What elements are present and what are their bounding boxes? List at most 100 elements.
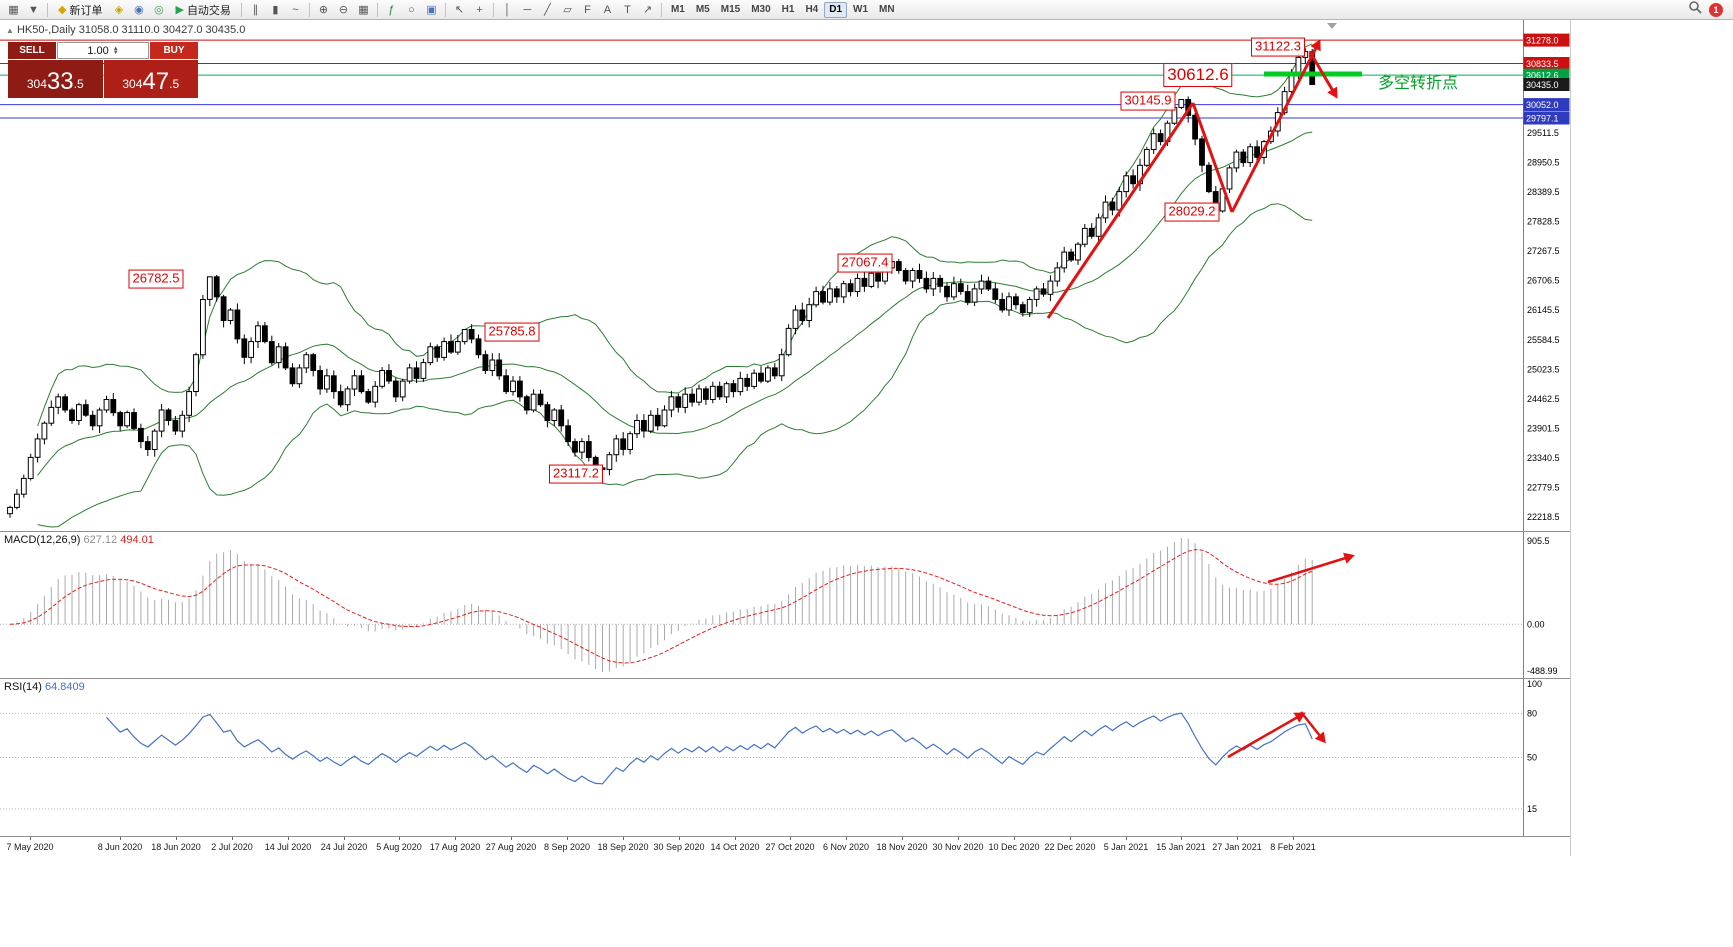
bars-chart-icon[interactable]: ∥ <box>252 4 259 16</box>
date-label: 5 Jan 2021 <box>1103 842 1149 852</box>
templates-icon[interactable]: ▣ <box>426 4 437 16</box>
timeframe-H4[interactable]: H4 <box>805 4 819 15</box>
price-annotation[interactable]: 26782.5 <box>128 269 184 289</box>
main-chart-svg[interactable]: 29511.5 28950.5 28389.5 27828.5 27267.5 26706… <box>0 20 1570 531</box>
svg-text:905.5: 905.5 <box>1527 536 1550 546</box>
timeframe-D1[interactable]: D1 <box>824 1 848 18</box>
metaeditor-icon[interactable]: ◈ <box>114 4 124 16</box>
price-annotation[interactable]: 31122.3 <box>1250 37 1306 57</box>
tile-windows-icon[interactable]: ▦ <box>358 4 369 16</box>
macd-signal-value: 494.01 <box>120 534 154 546</box>
candles-chart-icon[interactable]: ▮ <box>272 4 279 16</box>
date-label: 6 Nov 2020 <box>822 842 870 852</box>
price-annotation[interactable]: 30145.9 <box>1120 91 1176 111</box>
indicators-icon[interactable]: ƒ <box>388 3 395 16</box>
line-chart-icon[interactable]: ~ <box>292 3 299 16</box>
rsi-panel[interactable]: 100 80 50 15 RSI(14) 64.8409 <box>0 678 1570 836</box>
timeframe-M15[interactable]: M15 <box>720 4 741 15</box>
market-depth-icon[interactable]: ◉ <box>134 4 144 16</box>
macd-label: MACD(12,26,9) 627.12 494.01 <box>4 534 154 546</box>
date-label: 14 Oct 2020 <box>710 842 760 852</box>
date-axis[interactable]: 7 May 2020 8 Jun 2020 18 Jun 2020 2 Jul 202… <box>0 836 1570 856</box>
sell-button[interactable]: SELL <box>8 42 56 59</box>
toolbar-separator <box>308 2 310 17</box>
notification-badge[interactable]: 1 <box>1709 2 1723 17</box>
lot-value: 1.00 <box>87 44 109 57</box>
date-label: 24 Jul 2020 <box>320 842 368 852</box>
trendline-icon[interactable]: ╱ <box>544 4 551 16</box>
svg-text:23901.5: 23901.5 <box>1527 423 1560 433</box>
svg-text:28389.5: 28389.5 <box>1527 187 1560 197</box>
channel-icon[interactable]: ▱ <box>563 4 572 16</box>
svg-text:27267.5: 27267.5 <box>1527 246 1560 256</box>
search-icon[interactable] <box>1688 0 1702 19</box>
chart-title-text: HK50-,Daily 31058.0 31110.0 30427.0 3043… <box>16 24 246 36</box>
date-tick <box>623 837 624 840</box>
date-tick <box>1126 837 1127 840</box>
date-label: 18 Jun 2020 <box>151 842 201 852</box>
macd-svg[interactable]: 905.5 0.00 -488.99 <box>0 532 1570 678</box>
arrows-icon[interactable]: ↗ <box>642 4 653 16</box>
date-label: 14 Jul 2020 <box>264 842 312 852</box>
date-label: 22 Dec 2020 <box>1044 842 1096 852</box>
rsi-name: RSI(14) <box>4 681 42 693</box>
vertical-line-icon[interactable]: │ <box>504 3 511 16</box>
price-annotation[interactable]: 30612.6 <box>1163 62 1233 88</box>
autotrading-button[interactable]: ▶ 自动交易 <box>175 4 231 17</box>
price-annotation[interactable]: 27067.4 <box>837 253 893 273</box>
rsi-svg[interactable]: 100 80 50 15 <box>0 679 1570 836</box>
date-tick <box>511 837 512 840</box>
date-tick <box>1181 837 1182 840</box>
date-tick <box>958 837 959 840</box>
one-click-trading: SELL 1.00 ▲ ▼ BUY 304 33.5 304 47.5 <box>8 42 198 98</box>
text-label-icon[interactable]: T <box>624 3 631 16</box>
rsi-label: RSI(14) 64.8409 <box>4 681 85 693</box>
svg-text:15: 15 <box>1527 804 1537 814</box>
zoom-out-icon[interactable]: ⊖ <box>338 4 349 16</box>
date-label: 8 Sep 2020 <box>543 842 591 852</box>
date-tick <box>232 837 233 840</box>
price-annotation[interactable]: 28029.2 <box>1164 202 1220 222</box>
strategy-tester-icon[interactable]: ◎ <box>154 4 164 16</box>
timeframe-M5[interactable]: M5 <box>695 4 710 15</box>
svg-text:30833.5: 30833.5 <box>1526 59 1559 69</box>
horizontal-line-icon[interactable]: ─ <box>523 3 532 16</box>
macd-panel[interactable]: 905.5 0.00 -488.99 MACD(12,26,9) 627.12 49… <box>0 531 1570 678</box>
svg-text:29797.1: 29797.1 <box>1526 114 1559 124</box>
chart-title: ▲ HK50-,Daily 31058.0 31110.0 30427.0 30… <box>6 24 245 36</box>
timeframe-M1[interactable]: M1 <box>670 4 685 15</box>
timeframe-MN[interactable]: MN <box>879 4 895 15</box>
price-annotation[interactable]: 23117.2 <box>548 464 604 484</box>
macd-name: MACD(12,26,9) <box>4 534 81 546</box>
date-label: 7 May 2020 <box>6 842 54 852</box>
text-icon[interactable]: A <box>603 3 612 16</box>
new-order-button[interactable]: ◆ 新订单 <box>58 4 103 17</box>
svg-text:80: 80 <box>1527 708 1537 718</box>
date-label: 5 Aug 2020 <box>376 842 422 852</box>
price-annotation[interactable]: 25785.8 <box>484 322 540 342</box>
profiles-icon[interactable]: ▼ <box>28 3 39 16</box>
timeframe-H1[interactable]: H1 <box>781 4 795 15</box>
zoom-in-icon[interactable]: ⊕ <box>318 4 329 16</box>
timeframe-M30[interactable]: M30 <box>751 4 771 15</box>
cursor-icon[interactable]: ↖ <box>454 4 465 16</box>
main-chart-panel[interactable]: 29511.5 28950.5 28389.5 27828.5 27267.5 26706… <box>0 20 1570 531</box>
cycles-icon[interactable]: ○ <box>408 3 415 16</box>
buy-price[interactable]: 304 47.5 <box>103 60 198 98</box>
fibonacci-icon[interactable]: F <box>584 3 591 16</box>
lot-size-input[interactable]: 1.00 ▲ ▼ <box>57 42 149 59</box>
buy-button[interactable]: BUY <box>150 42 198 59</box>
svg-text:22218.5: 22218.5 <box>1527 512 1560 522</box>
svg-text:31278.0: 31278.0 <box>1526 36 1559 46</box>
svg-text:22779.5: 22779.5 <box>1527 482 1560 492</box>
sell-price[interactable]: 304 33.5 <box>8 60 103 98</box>
date-tick <box>567 837 568 840</box>
toolbar-separator <box>47 2 48 17</box>
crosshair-icon[interactable]: + <box>476 3 483 16</box>
new-chart-icon[interactable]: ▦ <box>8 4 19 16</box>
svg-text:100: 100 <box>1527 679 1542 689</box>
lot-stepper[interactable]: ▲ ▼ <box>112 45 119 56</box>
date-tick <box>846 837 847 840</box>
timeframe-W1[interactable]: W1 <box>853 4 869 15</box>
